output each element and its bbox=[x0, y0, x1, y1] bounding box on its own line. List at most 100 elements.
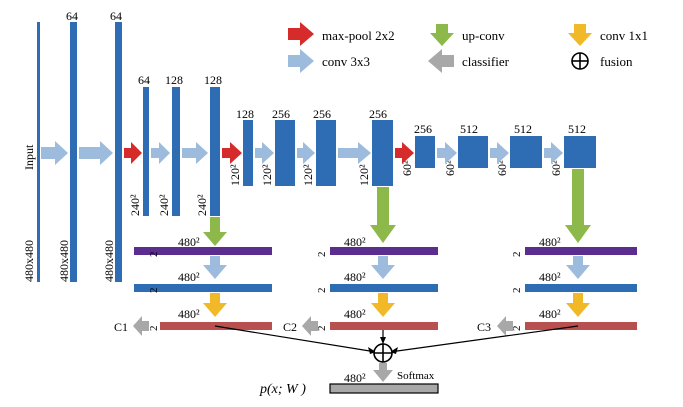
red-feature-bar bbox=[330, 322, 438, 330]
flow-arrows bbox=[41, 141, 563, 165]
fusion-legend-icon bbox=[571, 52, 589, 70]
blue-feature-bar bbox=[134, 284, 272, 292]
maxpool-legend-icon bbox=[288, 22, 314, 46]
output-formula: p(x; W ) bbox=[259, 382, 306, 397]
output-probability-bar bbox=[329, 383, 439, 394]
softmax-arrow bbox=[373, 363, 393, 382]
size-label: 60² bbox=[400, 160, 414, 176]
channel-count-label: 2 bbox=[316, 288, 328, 294]
channel-label: 512 bbox=[568, 122, 586, 136]
channel-label: 64 bbox=[66, 9, 78, 23]
conv3-arrow bbox=[255, 142, 274, 164]
legend-conv3-label: conv 3x3 bbox=[322, 54, 370, 69]
conv3-arrow bbox=[437, 142, 457, 164]
size-label: 120² bbox=[301, 164, 315, 186]
block-256-b bbox=[316, 120, 336, 186]
conv3-arrow bbox=[203, 256, 227, 279]
blue-feature-bar bbox=[525, 284, 637, 292]
channel-label: 64 bbox=[110, 9, 122, 23]
channel-count-label: 2 bbox=[148, 326, 160, 332]
maxpool-arrow bbox=[124, 142, 142, 164]
resolution-label: 480² bbox=[178, 235, 200, 249]
classifier-c2-label: C2 bbox=[283, 320, 297, 334]
upconv-arrow bbox=[565, 169, 591, 243]
conv3-arrow bbox=[41, 141, 68, 165]
block-256-d bbox=[415, 136, 435, 168]
softmax-label: Softmax bbox=[397, 370, 435, 382]
classifier-arrow bbox=[133, 316, 149, 336]
conv3-arrow bbox=[544, 142, 563, 164]
fusion-icon bbox=[373, 343, 393, 363]
legend-upconv-label: up-conv bbox=[462, 28, 505, 43]
size-label: 120² bbox=[228, 164, 242, 186]
channel-label: 128 bbox=[236, 107, 254, 121]
resolution-label: 480² bbox=[178, 307, 200, 321]
purple-feature-bar bbox=[330, 247, 438, 255]
block-128-c bbox=[243, 120, 253, 186]
block-512-b bbox=[510, 136, 542, 168]
size-label: 120² bbox=[357, 164, 371, 186]
purple-feature-bar bbox=[525, 247, 637, 255]
conv3-arrow bbox=[371, 256, 395, 279]
classifier-c1-label: C1 bbox=[114, 320, 128, 334]
block-64-b bbox=[115, 22, 122, 282]
legend: max-pool 2x2 conv 3x3 up-conv classifier… bbox=[288, 22, 648, 73]
channel-label: 512 bbox=[460, 122, 478, 136]
conv3-arrow bbox=[566, 256, 590, 279]
conv1-arrow bbox=[566, 293, 590, 317]
conv1-arrow bbox=[203, 293, 227, 317]
conv3-arrow bbox=[151, 142, 170, 164]
resolution-label: 480² bbox=[539, 235, 561, 249]
conv3-arrow bbox=[182, 142, 208, 164]
block-256-c bbox=[372, 120, 393, 186]
block-512-a bbox=[458, 136, 488, 168]
upconv-arrow bbox=[370, 187, 396, 243]
purple-feature-bar bbox=[134, 247, 272, 255]
connector-arrowhead bbox=[380, 337, 386, 344]
conv3-arrow bbox=[490, 142, 509, 164]
legend-conv1-label: conv 1x1 bbox=[600, 28, 648, 43]
classifier-arrow bbox=[497, 316, 513, 336]
branch-3: 480² 2 480² 2 480² 2 C3 bbox=[477, 169, 637, 336]
block-128-b bbox=[210, 87, 220, 216]
channel-label: 64 bbox=[138, 73, 150, 87]
resolution-label: 480² bbox=[344, 307, 366, 321]
channel-count-label: 2 bbox=[511, 288, 523, 294]
fusion-connector bbox=[389, 325, 579, 353]
size-label: 480x480 bbox=[102, 240, 116, 282]
output-resolution-label: 480² bbox=[344, 371, 366, 385]
size-label: 240² bbox=[195, 194, 209, 216]
encoder: Input 480x480 64 480x480 64 480x480 64 2… bbox=[22, 9, 596, 282]
conv3-arrow bbox=[297, 142, 315, 164]
fusion-connector bbox=[214, 325, 377, 353]
resolution-label: 480² bbox=[178, 270, 200, 284]
channel-label: 512 bbox=[514, 122, 532, 136]
classifier-arrow bbox=[302, 316, 318, 336]
resolution-label: 480² bbox=[539, 270, 561, 284]
channel-label: 256 bbox=[313, 107, 331, 121]
conv1-legend-icon bbox=[568, 24, 592, 46]
channel-label: 128 bbox=[204, 73, 222, 87]
input-size-label: 480x480 bbox=[22, 240, 36, 282]
block-256-a bbox=[275, 120, 295, 186]
channel-label: 256 bbox=[369, 107, 387, 121]
channel-count-label: 2 bbox=[511, 326, 523, 332]
legend-maxpool-label: max-pool 2x2 bbox=[322, 28, 395, 43]
channel-label: 128 bbox=[165, 73, 183, 87]
block-64-c bbox=[143, 87, 149, 216]
channel-count-label: 2 bbox=[316, 252, 328, 258]
size-label: 240² bbox=[128, 194, 142, 216]
blue-feature-bar bbox=[330, 284, 438, 292]
channel-label: 256 bbox=[414, 122, 432, 136]
block-512-c bbox=[564, 136, 596, 168]
branch-1: 480² 2 480² 2 480² 2 C1 bbox=[114, 217, 272, 336]
input-label: Input bbox=[22, 144, 36, 170]
size-label: 60² bbox=[495, 160, 509, 176]
block-64-a bbox=[70, 22, 77, 282]
fusion: 480² Softmax p(x; W ) bbox=[214, 325, 579, 397]
branch-2: 480² 2 480² 2 480² 2 C2 bbox=[283, 187, 438, 336]
classifier-c3-label: C3 bbox=[477, 320, 491, 334]
size-label: 240² bbox=[157, 194, 171, 216]
block-128-a bbox=[172, 87, 180, 216]
